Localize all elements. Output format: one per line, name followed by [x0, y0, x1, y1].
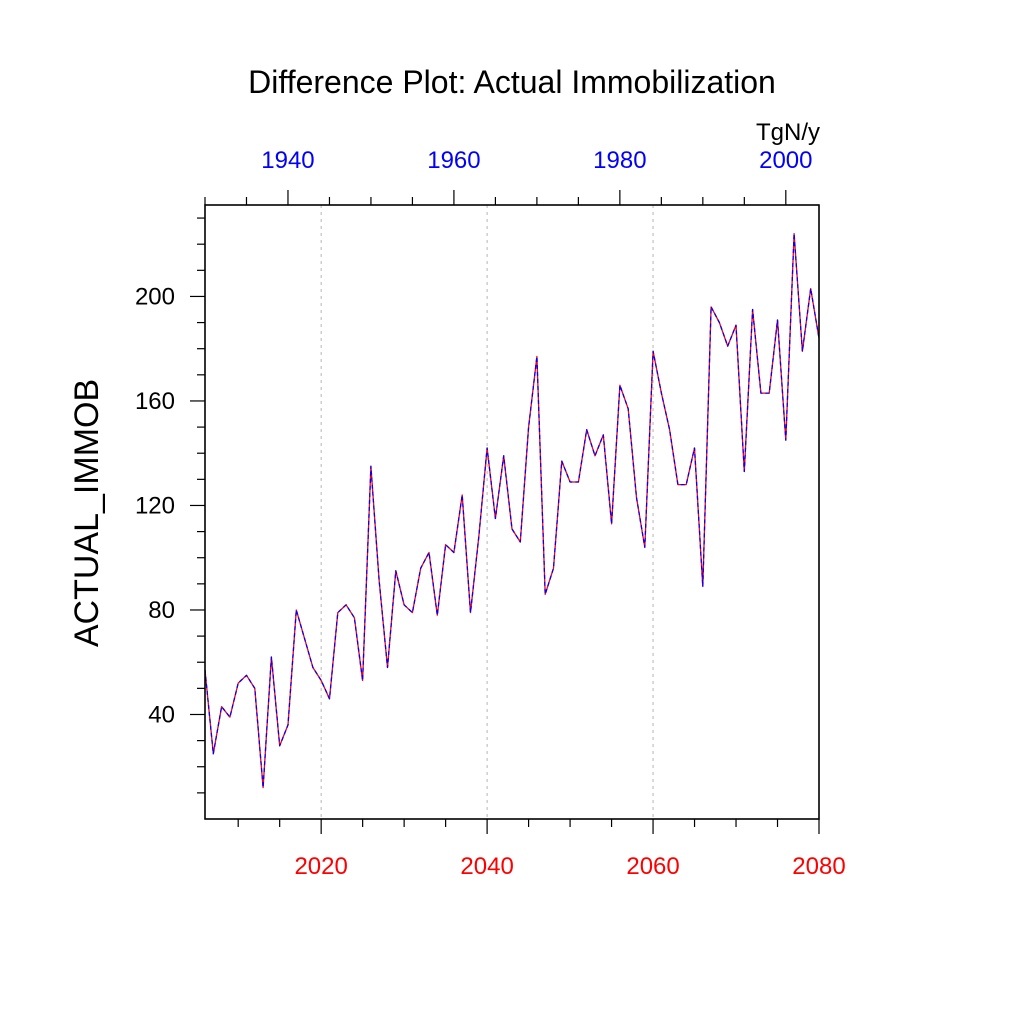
y-tick-label: 40 [148, 701, 175, 728]
label-layer: 2020 2040 2060 2080 1940 1960 1980 2000 40 80 120 1… [135, 147, 846, 880]
plot-frame [204, 204, 820, 820]
tick-layer [190, 190, 820, 834]
series-layer [204, 233, 820, 789]
series-line-red [204, 233, 820, 789]
x-bottom-tick-label: 2020 [294, 853, 347, 880]
y-tick-label: 200 [135, 283, 175, 310]
x-top-tick-label: 1960 [427, 147, 480, 174]
x-top-tick-label: 2000 [759, 147, 812, 174]
units-label: TgN/y [756, 119, 820, 146]
y-axis-label: ACTUAL_IMMOB [68, 379, 106, 647]
x-bottom-tick-label: 2080 [792, 853, 845, 880]
y-tick-label: 120 [135, 492, 175, 519]
x-bottom-tick-label: 2040 [460, 853, 513, 880]
x-top-tick-label: 1940 [261, 147, 314, 174]
y-tick-label: 160 [135, 388, 175, 415]
x-top-tick-label: 1980 [593, 147, 646, 174]
y-tick-label: 80 [148, 597, 175, 624]
chart-title: Difference Plot: Actual Immobilization [248, 64, 776, 100]
series-line-blue [204, 233, 820, 789]
grid-layer [320, 205, 654, 819]
x-bottom-tick-label: 2060 [626, 853, 679, 880]
